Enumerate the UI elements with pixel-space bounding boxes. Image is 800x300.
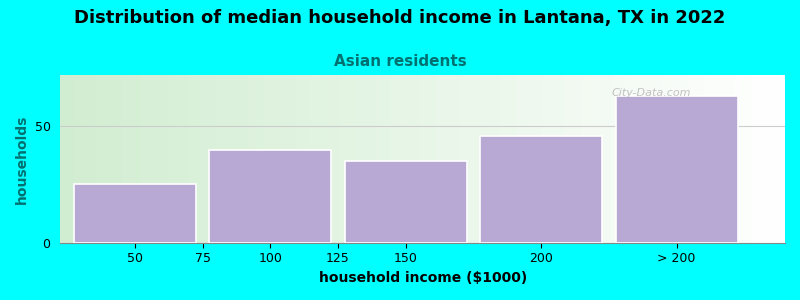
Bar (210, 149, 331, 243)
Text: City-Data.com: City-Data.com (611, 88, 690, 98)
Text: Asian residents: Asian residents (334, 54, 466, 69)
Bar (480, 136, 602, 243)
Text: Distribution of median household income in Lantana, TX in 2022: Distribution of median household income … (74, 9, 726, 27)
Bar (616, 96, 738, 243)
Y-axis label: households: households (15, 114, 29, 203)
Bar (345, 161, 466, 243)
X-axis label: household income ($1000): household income ($1000) (318, 271, 526, 285)
Bar (74, 184, 196, 243)
